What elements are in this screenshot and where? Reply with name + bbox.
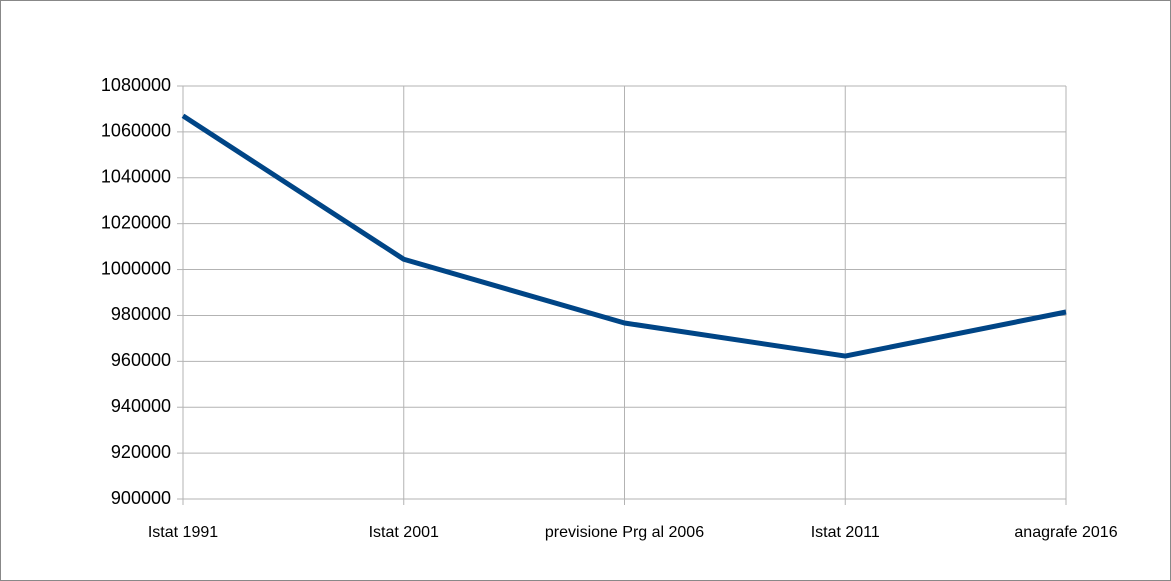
y-tick-label: 940000 (111, 396, 171, 416)
x-tick-label: anagrafe 2016 (1014, 524, 1117, 541)
x-tick-label: Istat 2011 (811, 524, 880, 541)
x-tick-label: Istat 2001 (369, 524, 439, 541)
y-tick-label: 1020000 (101, 212, 171, 232)
y-tick-label: 980000 (111, 304, 171, 324)
x-tick-label: Istat 1991 (148, 524, 218, 541)
y-tick-label: 1000000 (101, 258, 171, 278)
y-tick-label: 960000 (111, 350, 171, 370)
y-tick-label: 1080000 (101, 75, 171, 95)
y-tick-label: 900000 (111, 488, 171, 508)
y-tick-label: 1060000 (101, 121, 171, 141)
y-tick-label: 1040000 (101, 167, 171, 187)
y-tick-label: 920000 (111, 442, 171, 462)
x-tick-label: previsione Prg al 2006 (545, 524, 704, 541)
line-series (181, 113, 1067, 359)
